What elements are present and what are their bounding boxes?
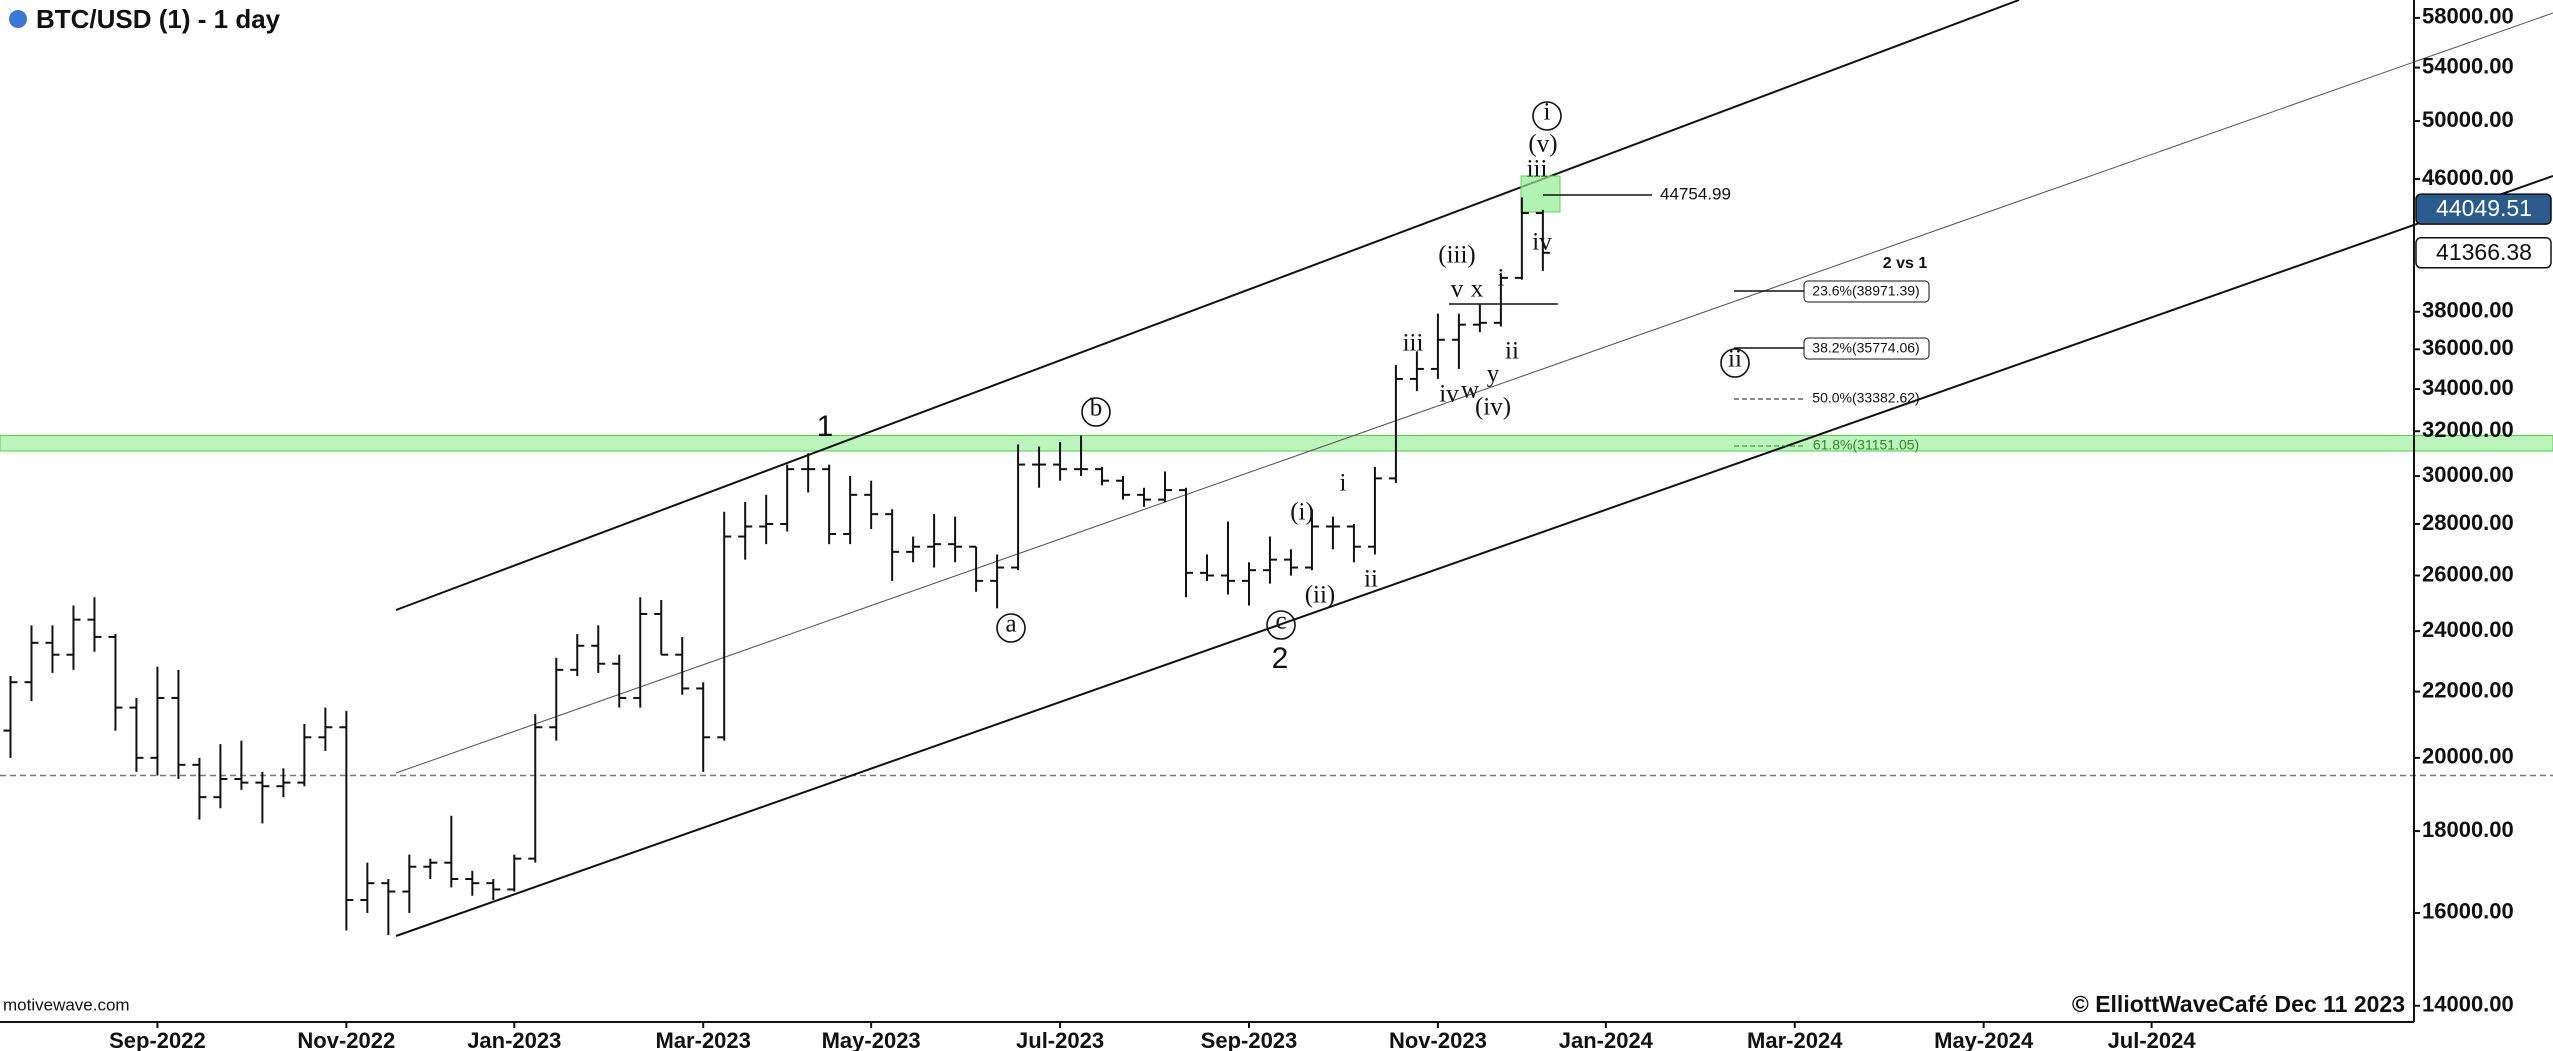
y-tick-label: 38000.00	[2422, 298, 2514, 323]
y-tick-label: 46000.00	[2422, 165, 2514, 190]
y-tick-label: 22000.00	[2422, 677, 2514, 702]
price-marker-label: 41366.38	[2436, 239, 2532, 265]
support-band	[0, 435, 2553, 452]
y-tick-label: 18000.00	[2422, 817, 2514, 842]
y-tick-label: 20000.00	[2422, 744, 2514, 769]
y-tick-label: 14000.00	[2422, 992, 2514, 1017]
wave-label: 2	[1272, 642, 1289, 675]
price-marker-label: 44049.51	[2436, 195, 2532, 221]
wave-label: (iii)	[1438, 242, 1476, 269]
wave-label: ii	[1364, 566, 1378, 593]
trend-line	[395, 0, 2020, 611]
wave-label: c	[1275, 608, 1286, 635]
x-tick-label: Jan-2024	[1559, 1028, 1654, 1051]
x-tick-label: Jul-2024	[2108, 1028, 2197, 1051]
y-tick-label: 30000.00	[2422, 462, 2514, 487]
fib-box	[1803, 337, 1930, 360]
x-tick-label: Mar-2023	[656, 1028, 751, 1051]
fib-label: 38.2%(35774.06)	[1812, 340, 1919, 356]
x-tick-label: Mar-2024	[1747, 1028, 1843, 1051]
fib-label: 61.8%(31151.05)	[1813, 437, 1919, 453]
copyright: © ElliottWaveCafé Dec 11 2023	[2072, 991, 2405, 1017]
fib-box	[1803, 280, 1930, 303]
trend-line	[395, 175, 2553, 937]
wave-circle	[1081, 397, 1111, 427]
x-tick-label: Nov-2023	[1389, 1028, 1487, 1051]
y-tick-label: 50000.00	[2422, 107, 2514, 132]
price-marker	[2415, 237, 2552, 269]
fib-label: 50.0%(33382.62)	[1812, 390, 1919, 406]
wave-label: iii	[1527, 156, 1548, 183]
source: motivewave.com	[3, 995, 130, 1014]
wave-circle	[1532, 101, 1562, 131]
y-tick-label: 54000.00	[2422, 53, 2514, 78]
wave-label: a	[1005, 611, 1016, 638]
wave-label: i	[1544, 99, 1551, 126]
y-tick-label: 32000.00	[2422, 417, 2514, 442]
title-dot	[9, 10, 27, 28]
wave-circle	[1720, 348, 1750, 378]
x-tick-label: Nov-2022	[297, 1028, 395, 1051]
target-price: 44754.99	[1660, 184, 1731, 203]
wave-label: 1	[817, 410, 834, 443]
wave-label: x	[1471, 276, 1484, 303]
price-marker	[2415, 193, 2552, 225]
wave-label: iv	[1439, 381, 1459, 408]
y-tick-label: 36000.00	[2422, 335, 2514, 360]
wave-label: ii	[1728, 346, 1742, 373]
wave-label: iii	[1403, 330, 1424, 357]
y-tick-label: 28000.00	[2422, 510, 2514, 535]
x-tick-label: Jan-2023	[467, 1028, 561, 1051]
wave-label: v	[1451, 276, 1464, 303]
wave-label: (v)	[1528, 131, 1557, 158]
fib-label: 23.6%(38971.39)	[1812, 283, 1919, 299]
wave-label: b	[1090, 395, 1103, 422]
wave-label: (ii)	[1305, 582, 1336, 609]
wave-circle	[1266, 610, 1296, 640]
wave-label: ii	[1505, 338, 1519, 365]
trend-line	[395, 12, 2553, 774]
wave-label: i	[1340, 470, 1347, 497]
y-tick-label: 24000.00	[2422, 617, 2514, 642]
x-tick-label: May-2024	[1934, 1028, 2034, 1051]
wave-circle	[996, 613, 1026, 643]
wave-label: w	[1461, 377, 1479, 404]
wave-label: (i)	[1290, 499, 1314, 526]
y-tick-label: 58000.00	[2422, 4, 2514, 29]
y-tick-label: 34000.00	[2422, 375, 2514, 400]
target-box	[1520, 175, 1561, 213]
x-tick-label: Jul-2023	[1016, 1028, 1104, 1051]
wave-label: y	[1487, 361, 1500, 388]
x-tick-label: May-2023	[822, 1028, 921, 1051]
note: 2 vs 1	[1883, 255, 1928, 272]
x-tick-label: Sep-2023	[1201, 1028, 1298, 1051]
y-tick-label: 16000.00	[2422, 899, 2514, 924]
y-tick-label: 26000.00	[2422, 561, 2514, 586]
x-tick-label: Sep-2022	[109, 1028, 206, 1051]
wave-label: (iv)	[1475, 394, 1511, 421]
chart-title: BTC/USD (1) - 1 day	[36, 4, 281, 34]
